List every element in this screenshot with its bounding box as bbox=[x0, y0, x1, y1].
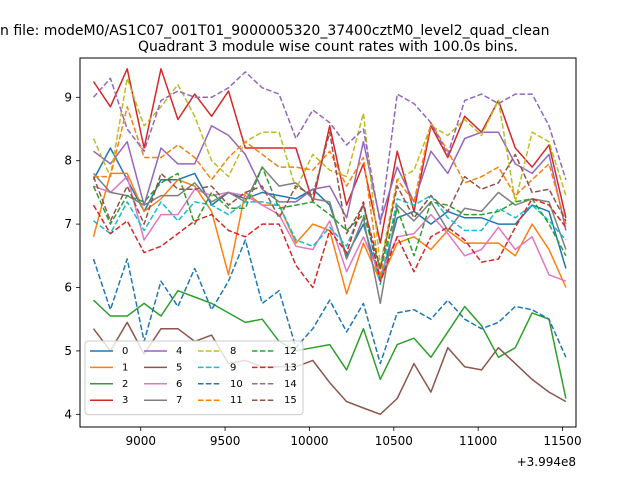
x-tick-label: 9000 bbox=[125, 434, 156, 448]
series-line-14 bbox=[92, 71, 567, 225]
series-line-4 bbox=[93, 125, 567, 231]
series-line-6 bbox=[93, 175, 567, 282]
y-tick-label: 6 bbox=[64, 281, 72, 295]
y-tick-label: 5 bbox=[64, 344, 72, 358]
series-line-15 bbox=[92, 131, 567, 270]
legend-label-8: 8 bbox=[230, 346, 236, 357]
series-line-10 bbox=[92, 239, 567, 365]
y-tick-label: 4 bbox=[64, 407, 72, 421]
axes-ticks: 9000 9500 10000 10500 11000 11500 4 5 6 7 8 9 bbox=[64, 90, 581, 448]
series-line-5 bbox=[92, 321, 567, 416]
series-line-2 bbox=[92, 289, 567, 399]
legend-label-12: 12 bbox=[284, 346, 297, 357]
x-tick-label: 11000 bbox=[459, 434, 497, 448]
series-line-9 bbox=[93, 194, 567, 286]
legend-label-0: 0 bbox=[122, 346, 128, 357]
y-tick-label: 8 bbox=[64, 154, 72, 168]
chart-title: Quadrant 3 module wise count rates with … bbox=[138, 39, 518, 55]
y-tick-label: 9 bbox=[64, 90, 72, 104]
legend-label-15: 15 bbox=[284, 395, 297, 406]
legend-label-13: 13 bbox=[284, 362, 297, 373]
legend-label-3: 3 bbox=[122, 395, 128, 406]
x-tick-label: 10500 bbox=[375, 434, 413, 448]
legend-label-1: 1 bbox=[122, 362, 128, 373]
x-tick-label: 10000 bbox=[290, 434, 328, 448]
series-line-3 bbox=[92, 68, 567, 244]
x-tick-label: 9500 bbox=[210, 434, 241, 448]
series-line-8 bbox=[92, 77, 567, 267]
legend-label-14: 14 bbox=[284, 379, 297, 390]
legend-label-2: 2 bbox=[122, 379, 128, 390]
legend-label-9: 9 bbox=[230, 362, 236, 373]
legend-label-5: 5 bbox=[176, 362, 182, 373]
legend-label-4: 4 bbox=[176, 346, 182, 357]
legend-label-7: 7 bbox=[176, 395, 182, 406]
legend-label-10: 10 bbox=[230, 379, 243, 390]
series-line-0 bbox=[92, 147, 567, 282]
legend-box bbox=[84, 340, 304, 416]
x-offset-label: +3.994e8 bbox=[517, 455, 576, 469]
series-line-13 bbox=[92, 198, 567, 289]
legend-label-11: 11 bbox=[230, 395, 243, 406]
x-tick-label: 11500 bbox=[543, 434, 581, 448]
series-line-12 bbox=[92, 166, 567, 270]
y-tick-label: 7 bbox=[64, 217, 72, 231]
plot-lines bbox=[92, 68, 567, 416]
series-line-11 bbox=[93, 106, 567, 279]
axes-frame bbox=[79, 57, 577, 428]
series-line-7 bbox=[92, 166, 567, 305]
legend-label-6: 6 bbox=[176, 379, 182, 390]
figure-suptitle: n file: modeM0/AS1C07_001T01_9000005320_… bbox=[0, 23, 549, 39]
